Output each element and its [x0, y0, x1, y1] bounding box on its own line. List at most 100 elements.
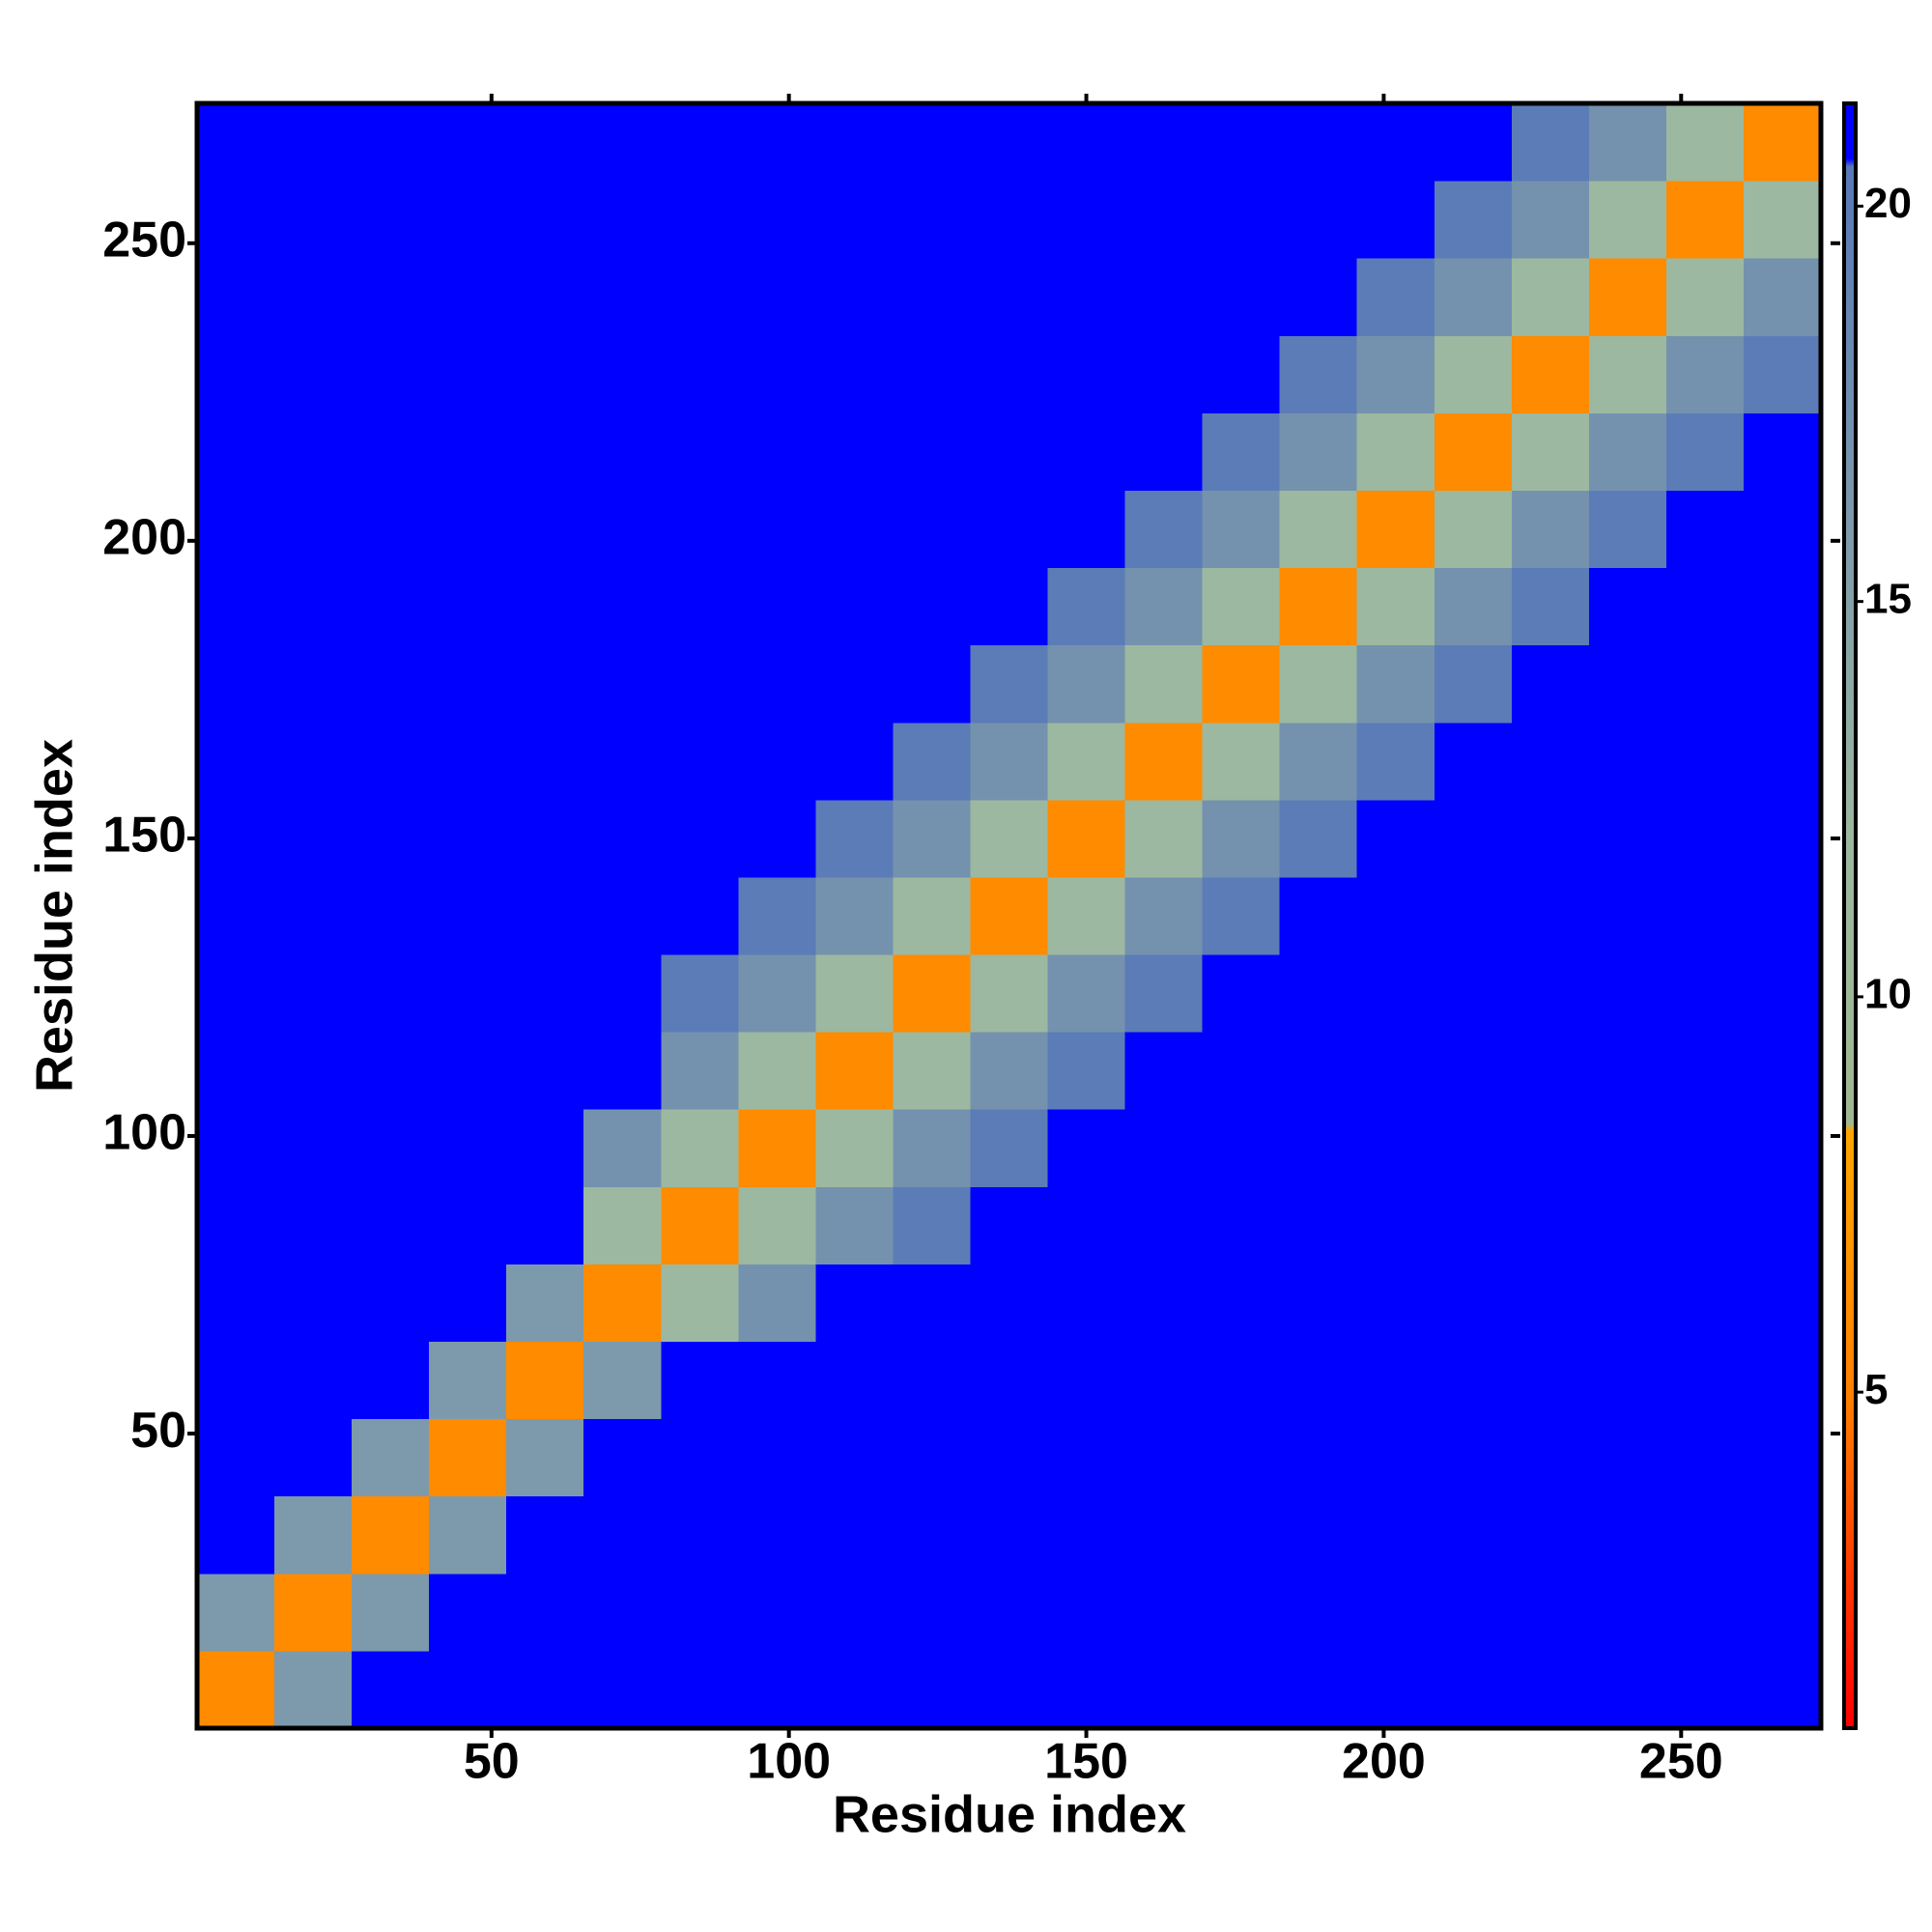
heatmap-cell — [1511, 490, 1590, 569]
x-tick-label: 200 — [1342, 1734, 1426, 1790]
heatmap-cell — [1279, 258, 1358, 336]
heatmap-cell — [274, 1495, 353, 1575]
heatmap-cell — [1434, 103, 1513, 182]
heatmap-cell — [661, 644, 739, 724]
heatmap-cell — [274, 644, 353, 724]
heatmap-cell — [1588, 181, 1667, 259]
heatmap-cell — [1047, 1495, 1126, 1575]
heatmap-cell — [583, 1341, 662, 1420]
heatmap-cell — [1356, 954, 1435, 1033]
heatmap-cell — [815, 335, 894, 413]
heatmap-cell — [970, 181, 1049, 259]
heatmap-cell — [1047, 103, 1126, 182]
heatmap-cell — [506, 1032, 584, 1110]
heatmap-cell — [738, 490, 816, 569]
heatmap-cell — [352, 258, 430, 336]
heatmap-cell — [970, 954, 1049, 1033]
heatmap-cell — [893, 490, 971, 569]
heatmap-cell — [970, 722, 1049, 801]
heatmap-cell — [274, 181, 353, 259]
heatmap-cell — [429, 490, 507, 569]
heatmap-cell — [815, 103, 894, 182]
heatmap-cell — [506, 644, 584, 724]
heatmap-cell — [1279, 181, 1358, 259]
heatmap-cell — [893, 1186, 971, 1264]
heatmap-cell — [661, 1186, 739, 1264]
heatmap-cell — [429, 1495, 507, 1575]
heatmap-cell — [352, 335, 430, 413]
heatmap-cell — [197, 103, 275, 182]
heatmap-cell — [1743, 258, 1822, 336]
heatmap-cell — [1434, 799, 1513, 878]
heatmap-cell — [1434, 490, 1513, 569]
heatmap-cell — [1279, 1418, 1358, 1497]
y-tick-label: 100 — [102, 1105, 186, 1161]
heatmap-cell — [1356, 1495, 1435, 1575]
heatmap-cell — [1124, 103, 1204, 182]
heatmap-cell — [1047, 1341, 1126, 1420]
colorbar-tick-label: 5 — [1864, 1366, 1888, 1413]
heatmap-cell — [1124, 722, 1204, 801]
heatmap-cell — [506, 1186, 584, 1264]
heatmap-cell — [1434, 1264, 1513, 1343]
heatmap-cell — [970, 876, 1049, 955]
heatmap-cell — [1279, 954, 1358, 1033]
heatmap-cell — [1588, 490, 1667, 569]
heatmap-cell — [352, 1418, 430, 1497]
heatmap-cell — [893, 181, 971, 259]
heatmap-cell — [1588, 1650, 1667, 1729]
heatmap — [197, 103, 1822, 1729]
heatmap-cell — [506, 335, 584, 413]
heatmap-cell — [1665, 258, 1745, 336]
heatmap-cell — [1356, 490, 1435, 569]
heatmap-cell — [429, 412, 507, 491]
heatmap-cell — [1202, 954, 1281, 1033]
heatmap-cell — [1665, 1418, 1745, 1497]
heatmap-cell — [1434, 722, 1513, 801]
heatmap-cell — [429, 1109, 507, 1187]
heatmap-cell — [583, 876, 662, 955]
heatmap-cell — [1665, 1032, 1745, 1110]
heatmap-cell — [661, 799, 739, 878]
heatmap-cell — [274, 335, 353, 413]
heatmap-cell — [1356, 1418, 1435, 1497]
heatmap-cell — [274, 412, 353, 491]
heatmap-cell — [1202, 1573, 1281, 1652]
heatmap-cell — [1356, 567, 1435, 646]
heatmap-cell — [815, 1495, 894, 1575]
heatmap-cell — [1434, 1418, 1513, 1497]
heatmap-cell — [1511, 1109, 1590, 1187]
heatmap-cell — [1202, 490, 1281, 569]
heatmap-cell — [1279, 1186, 1358, 1264]
heatmap-cell — [1743, 954, 1822, 1033]
heatmap-cell — [1279, 567, 1358, 646]
heatmap-cell — [1588, 1264, 1667, 1343]
heatmap-cell — [1588, 335, 1667, 413]
heatmap-cell — [1434, 412, 1513, 491]
heatmap-cell — [1588, 258, 1667, 336]
heatmap-cell — [1434, 567, 1513, 646]
heatmap-cell — [197, 799, 275, 878]
heatmap-cell — [815, 1109, 894, 1187]
heatmap-cell — [429, 1186, 507, 1264]
heatmap-cell — [1047, 567, 1126, 646]
heatmap-cell — [1356, 1186, 1435, 1264]
heatmap-cell — [1356, 412, 1435, 491]
plot-frame — [194, 100, 1824, 1731]
heatmap-cell — [1202, 644, 1281, 724]
heatmap-cell — [1202, 1495, 1281, 1575]
heatmap-cell — [1665, 567, 1745, 646]
heatmap-cell — [274, 258, 353, 336]
heatmap-cell — [1511, 1032, 1590, 1110]
heatmap-cell — [1279, 1109, 1358, 1187]
heatmap-cell — [738, 876, 816, 955]
y-tick-label: 50 — [130, 1403, 186, 1459]
heatmap-cell — [1047, 799, 1126, 878]
heatmap-cell — [197, 954, 275, 1033]
heatmap-cell — [1202, 1032, 1281, 1110]
heatmap-cell — [197, 1573, 275, 1652]
heatmap-cell — [661, 1650, 739, 1729]
heatmap-cell — [197, 644, 275, 724]
heatmap-cell — [738, 1186, 816, 1264]
